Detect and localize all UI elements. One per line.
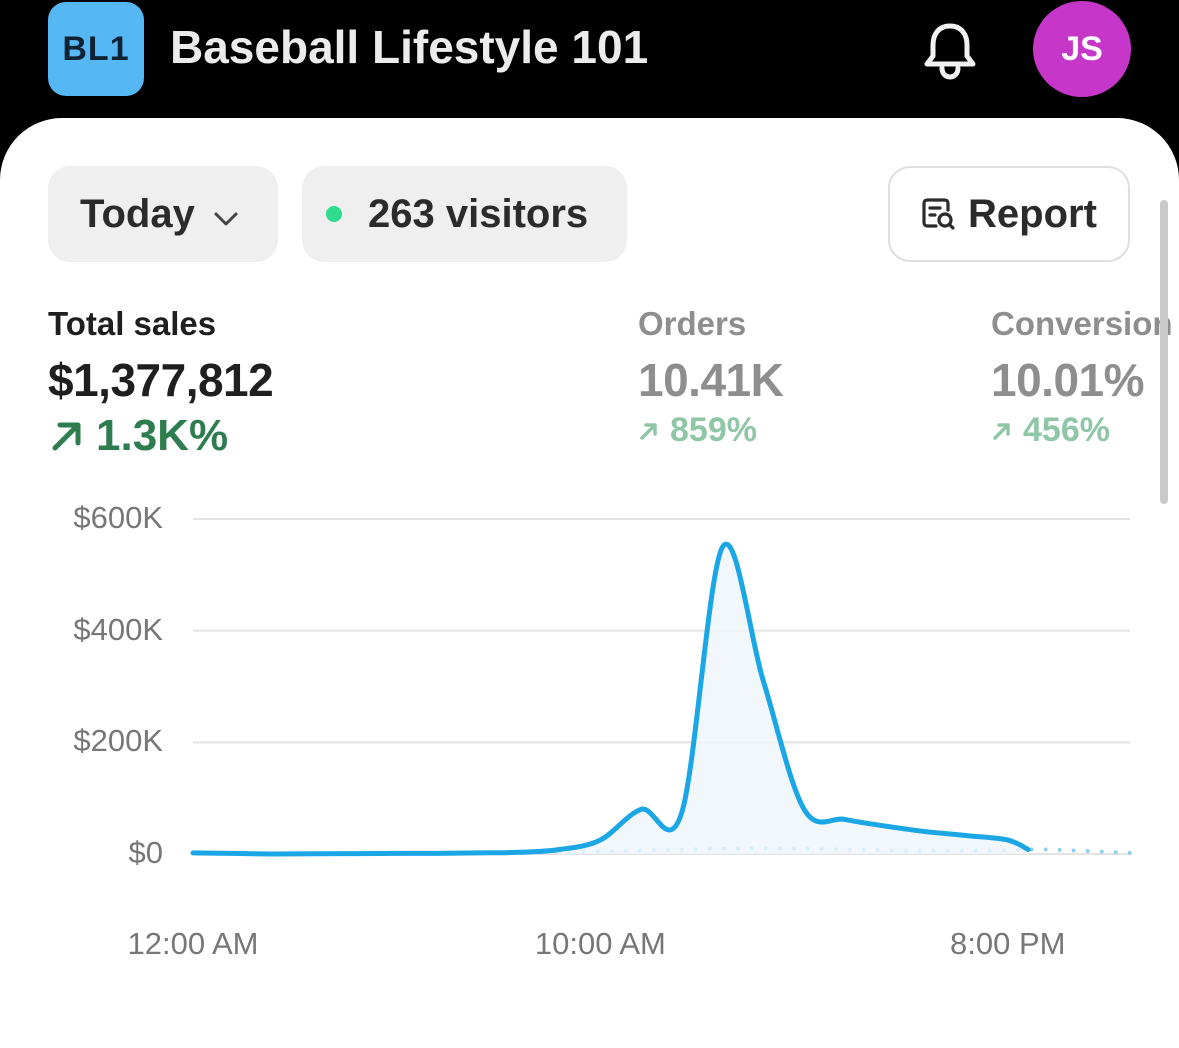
metric-value: $1,377,812 xyxy=(48,354,274,406)
metric-change: 1.3K% xyxy=(48,411,273,461)
x-tick-label: 10:00 AM xyxy=(534,926,666,961)
metric-change-value: 1.3K% xyxy=(96,411,229,460)
report-search-icon xyxy=(922,198,955,230)
y-tick-label: $0 xyxy=(128,835,163,870)
y-tick-label: $200K xyxy=(73,723,163,759)
arrow-up-right-icon xyxy=(993,422,1010,440)
metric-orders[interactable]: Orders 10.41K 859% xyxy=(638,305,784,450)
sales-series-line xyxy=(190,541,1031,857)
metric-label: Total sales xyxy=(48,305,217,342)
metric-value: 10.01% xyxy=(991,354,1145,406)
sales-chart[interactable]: $600K $400K $200K $0 12:00 AM 10:00 AM 8:00 PM xyxy=(0,490,1179,1025)
metric-change: 859% xyxy=(638,411,783,450)
metric-change-value: 859% xyxy=(670,411,757,449)
chevron-down-icon xyxy=(213,192,239,237)
visitors-count: 263 visitors xyxy=(368,191,589,236)
arrow-up-right-icon xyxy=(640,422,657,440)
x-tick-label: 8:00 PM xyxy=(950,926,1066,961)
top-bar: BL1 Baseball Lifestyle 101 JS xyxy=(0,0,1179,120)
live-visitors-button[interactable]: 263 visitors xyxy=(302,166,627,262)
metric-label: Conversion xyxy=(991,305,1173,342)
store-name[interactable]: Baseball Lifestyle 101 xyxy=(170,21,649,73)
live-status-dot xyxy=(326,206,342,222)
report-button[interactable]: Report xyxy=(888,166,1130,262)
metric-change-value: 456% xyxy=(1023,411,1110,449)
arrow-up-right-icon xyxy=(52,422,81,451)
metric-label: Orders xyxy=(638,305,747,342)
metric-conversion[interactable]: Conversion 10.01% 456% xyxy=(991,305,1173,450)
scrollbar[interactable] xyxy=(1160,200,1168,504)
metric-value: 10.41K xyxy=(638,354,784,406)
sales-chart-svg xyxy=(190,518,1132,857)
report-label: Report xyxy=(968,191,1097,236)
sales-series-area xyxy=(193,544,1029,854)
date-range-select[interactable]: Today xyxy=(48,166,278,262)
user-avatar[interactable]: JS xyxy=(1033,1,1131,97)
dashboard-card xyxy=(0,118,1179,1048)
bell-icon[interactable] xyxy=(918,18,982,82)
metric-total-sales[interactable]: Total sales $1,377,812 1.3K% xyxy=(48,305,274,461)
store-logo[interactable]: BL1 xyxy=(48,2,144,96)
x-tick-label: 12:00 AM xyxy=(127,926,259,961)
y-tick-label: $600K xyxy=(73,500,163,535)
y-tick-label: $400K xyxy=(73,611,163,647)
metric-change: 456% xyxy=(991,411,1173,450)
date-range-label: Today xyxy=(80,191,195,236)
